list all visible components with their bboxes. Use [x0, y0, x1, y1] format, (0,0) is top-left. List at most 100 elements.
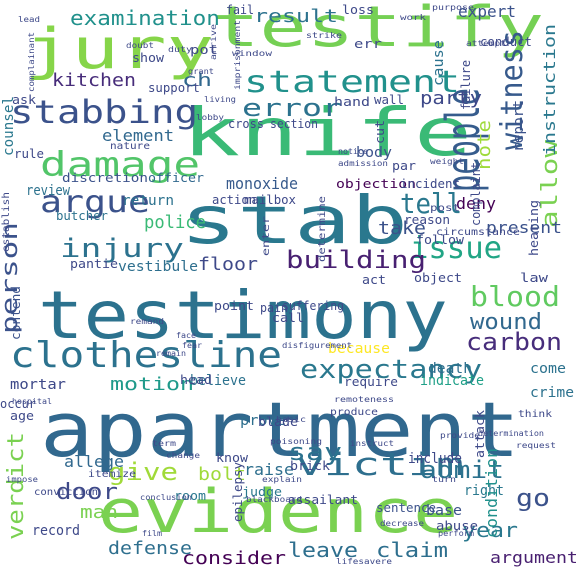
word-cause: cause [432, 40, 446, 86]
word-lead: lead [18, 16, 40, 24]
word-pantie: pantie [70, 258, 118, 270]
word-return: return [122, 194, 174, 208]
word-reason: reason [404, 214, 450, 226]
word-review: review [26, 184, 70, 198]
word-change: change [166, 452, 200, 460]
word-think: think [518, 410, 552, 420]
word-wall: wall [374, 94, 404, 106]
word-err: err [354, 38, 382, 50]
word-sentence: sentence [376, 502, 436, 514]
word-brick: brick [290, 460, 330, 472]
word-purpose: purpose [432, 4, 474, 12]
word-loss: loss [342, 4, 374, 16]
word-admission: admission [338, 160, 388, 168]
word-notice: notice [338, 148, 368, 156]
word-grant: grant [188, 68, 214, 76]
word-strike: strike [306, 32, 342, 40]
word-establish: establish [2, 192, 12, 252]
word-floor: floor [198, 256, 258, 274]
word-come: come [530, 362, 566, 376]
word-film: film [142, 530, 162, 538]
word-crime: crime [530, 386, 574, 400]
word-blackboard: blackboard [246, 496, 302, 504]
word-complaint: complaint [470, 162, 482, 226]
word-fail: fail [226, 4, 254, 16]
word-failure: failure [460, 60, 472, 110]
word-hospital: hospital [12, 398, 52, 406]
word-arrive: arrive [210, 24, 218, 60]
word-action: action [212, 194, 256, 206]
word-examination: examination [70, 8, 220, 28]
word-doubt: doubt [126, 42, 154, 50]
word-enter: enter [262, 216, 272, 256]
word-provide: provide [440, 432, 480, 440]
word-condition: condition [484, 448, 500, 538]
word-post: post [430, 204, 460, 214]
word-man: man [80, 504, 118, 522]
word-clothesline: clothesline [10, 338, 282, 374]
word-result: result [254, 8, 338, 26]
word-conviction: conviction [34, 488, 98, 498]
word-show: show [132, 52, 164, 64]
word-contend: contend [10, 286, 22, 340]
word-wound: wound [470, 312, 542, 334]
word-law: law [520, 272, 548, 284]
word-instruction: instruction [542, 24, 558, 156]
word-consider: consider [182, 550, 286, 568]
word-act: act [362, 274, 386, 286]
word-police: police [144, 214, 206, 232]
word-stabbing: stabbing [10, 96, 198, 128]
word-blood: blood [470, 283, 560, 311]
word-disfigurement: disfigurement [282, 342, 352, 350]
word-work: work [400, 14, 426, 22]
word-nature: nature [110, 142, 150, 152]
word-poisoning: poisoning [270, 438, 322, 446]
word-age: age [10, 410, 34, 422]
word-instruct: instruct [350, 440, 394, 448]
word-decrease: decrease [380, 520, 424, 528]
word-complainant: complainant [28, 32, 36, 92]
word-par: par [392, 160, 416, 172]
word-defense: defense [108, 540, 192, 558]
word-kitchen: kitchen [52, 72, 136, 90]
word-determination: determination [478, 430, 544, 438]
word-section: section [270, 118, 318, 130]
word-basic: basic [276, 416, 306, 424]
word-officer: officer [148, 172, 204, 184]
word-term: term [152, 440, 176, 448]
word-death: death [428, 362, 472, 376]
word-support: support [148, 82, 200, 94]
word-discretion: discretion [62, 172, 148, 184]
word-impose: impose [6, 476, 38, 484]
word-butcher: butcher [56, 210, 108, 222]
word-remoteness: remoteness [334, 396, 394, 404]
word-object: object [414, 272, 462, 284]
word-cut: cut [374, 120, 386, 144]
word-weight: weight [430, 158, 464, 166]
word-circumstance: circumstance [436, 228, 520, 238]
word-produce: produce [330, 408, 378, 418]
word-living: living [204, 96, 236, 104]
word-itemize: itemize [88, 470, 136, 480]
word-verdict: verdict [6, 432, 28, 540]
word-attempt: attempt [466, 40, 506, 48]
word-cross: cross [228, 118, 264, 130]
word-determine: determine [318, 196, 328, 262]
word-go: go [516, 486, 550, 510]
word-head: head [180, 374, 212, 386]
word-vestibule: vestibule [118, 260, 198, 274]
word-duty: duty [168, 46, 192, 54]
word-building: building [286, 248, 426, 272]
word-explain: explain [262, 476, 302, 484]
word-hand: hand [334, 96, 370, 108]
word-allege: allege [64, 454, 124, 470]
word-monoxide: monoxide [226, 176, 298, 192]
word-turn: turn [432, 476, 456, 484]
word-mortar: mortar [10, 378, 66, 392]
word-epilepsy: epilepsy [232, 462, 244, 522]
word-face: face [176, 332, 196, 340]
word-report: report [512, 100, 526, 152]
word-include: include [408, 452, 462, 466]
word-rule: rule [14, 148, 44, 160]
